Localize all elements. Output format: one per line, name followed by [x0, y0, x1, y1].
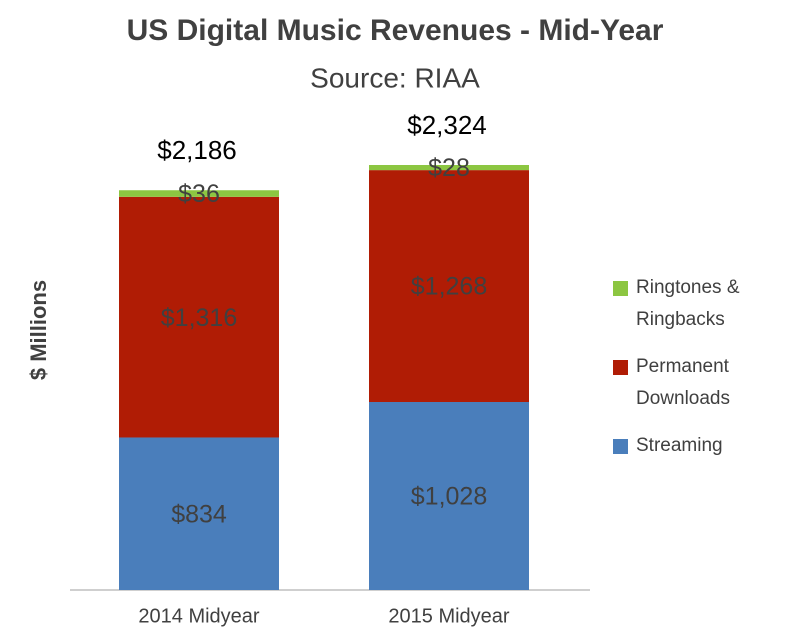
legend-item: Ringtones & Ringbacks [613, 272, 771, 336]
legend-swatch [613, 439, 628, 454]
total-label: $2,186 [157, 135, 237, 165]
x-tick-label: 2015 Midyear [388, 605, 510, 627]
value-label: $1,316 [161, 304, 237, 332]
bar-segment [119, 190, 279, 197]
bar-segment [119, 437, 279, 590]
legend-swatch [613, 281, 628, 296]
legend-swatch [613, 360, 628, 375]
bar-segment [119, 196, 279, 438]
bar-segment [369, 165, 529, 171]
value-label: $28 [428, 154, 470, 182]
value-label: $1,028 [411, 483, 487, 511]
value-label: $36 [178, 180, 220, 208]
value-label: $1,268 [411, 273, 487, 301]
legend-label: Streaming [636, 435, 723, 456]
legend-label: Permanent Downloads [636, 356, 730, 409]
total-label: $2,324 [407, 110, 487, 140]
chart-subtitle: Source: RIAA [310, 62, 480, 93]
bar-segment [369, 170, 529, 403]
bar-segment [369, 402, 529, 590]
value-label: $834 [171, 500, 227, 528]
chart-title: US Digital Music Revenues - Mid-Year [127, 14, 664, 47]
y-axis-label: $ Millions [26, 280, 51, 380]
x-tick-label: 2014 Midyear [138, 605, 260, 627]
legend-item: Streaming [613, 430, 771, 462]
legend-label: Ringtones & Ringbacks [636, 277, 740, 330]
legend-item: Permanent Downloads [613, 351, 771, 415]
